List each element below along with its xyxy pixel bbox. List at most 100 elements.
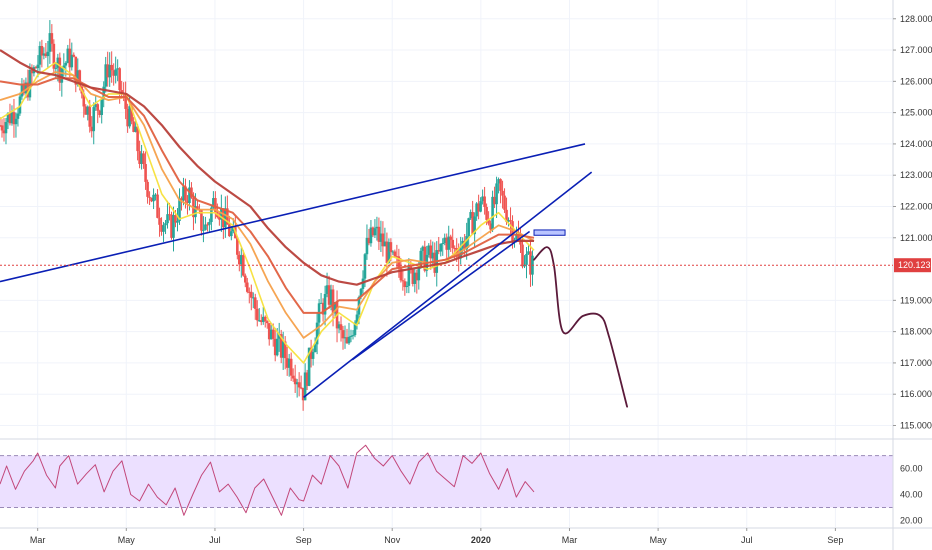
- candle-body: [465, 236, 468, 250]
- candle-body: [242, 255, 245, 276]
- forecast-path: [533, 246, 628, 408]
- rsi-line: [0, 444, 535, 516]
- candle-body: [86, 106, 90, 115]
- candle-body: [267, 323, 271, 340]
- candle-body: [429, 245, 433, 259]
- candle-body: [34, 67, 38, 69]
- candle-body: [295, 382, 299, 385]
- candle-body: [443, 237, 447, 244]
- candle-body: [30, 70, 34, 74]
- time-tick-label: May: [118, 535, 136, 545]
- candle-body: [265, 321, 269, 324]
- candle-body: [503, 195, 506, 210]
- candle-body: [42, 53, 46, 56]
- time-tick-label: Mar: [562, 535, 578, 545]
- candle-body: [253, 297, 257, 309]
- candle-body: [463, 240, 466, 250]
- candle-body: [309, 347, 313, 359]
- candle-body: [249, 291, 253, 298]
- candle-body: [188, 187, 191, 203]
- candle-body: [224, 208, 227, 228]
- candle-body: [236, 238, 239, 255]
- price-tick-label: 124.000: [900, 139, 932, 149]
- candle-body: [399, 268, 403, 281]
- time-tick-label: May: [650, 535, 668, 545]
- price-tick-label: 116.000: [900, 389, 932, 399]
- price-tick-label: 122.000: [900, 201, 932, 211]
- rsi-tick-label: 20.00: [900, 516, 923, 526]
- candle-body: [194, 206, 197, 218]
- highlight-box: [533, 229, 566, 236]
- candle-body: [118, 68, 121, 91]
- candle-body: [40, 46, 44, 56]
- candle-body: [68, 48, 72, 68]
- forecast: [533, 246, 628, 408]
- candle-body: [273, 338, 277, 356]
- candle-body: [321, 302, 325, 315]
- candle-body: [487, 219, 490, 224]
- candle-body: [257, 320, 261, 322]
- candle-body: [529, 251, 532, 275]
- candle-body: [289, 358, 293, 376]
- candle-body: [110, 64, 113, 71]
- candle-body: [70, 54, 74, 68]
- candle-body: [263, 316, 267, 322]
- candle-body: [66, 48, 70, 63]
- candle-body: [38, 46, 42, 65]
- candle-body: [8, 113, 12, 124]
- candle-body: [283, 341, 287, 359]
- candle-body: [210, 207, 213, 223]
- time-tick-label: Jul: [741, 535, 753, 545]
- candle-body: [495, 183, 498, 205]
- candle-body: [16, 113, 20, 119]
- candle-body: [120, 90, 123, 94]
- rsi-panel: [0, 444, 535, 516]
- candle-body: [54, 67, 58, 69]
- candle-body: [100, 99, 104, 115]
- candle-body: [214, 198, 217, 213]
- candle-body: [305, 372, 309, 386]
- candle-body: [445, 237, 449, 250]
- candle-body: [395, 256, 399, 258]
- candle-body: [269, 329, 273, 340]
- candle-body: [313, 344, 317, 353]
- candle-body: [44, 53, 48, 57]
- candle-body: [182, 186, 185, 201]
- time-tick-label: Mar: [30, 535, 46, 545]
- candle-body: [341, 330, 345, 339]
- candle-body: [353, 322, 357, 336]
- candle-body: [337, 324, 341, 329]
- candle-body: [106, 64, 109, 78]
- candle-body: [154, 194, 157, 196]
- candle-body: [259, 320, 263, 323]
- candle-body: [10, 112, 14, 124]
- candle-body: [190, 187, 193, 198]
- candle-body: [146, 181, 149, 197]
- candle-body: [315, 322, 319, 345]
- candle-body: [293, 378, 297, 385]
- ma-line-long: [0, 49, 534, 286]
- candle-body: [76, 70, 80, 85]
- candle-body: [142, 153, 145, 165]
- candle-body: [72, 54, 76, 57]
- candle-body: [471, 212, 474, 235]
- ma-line-fast: [0, 61, 535, 364]
- candle-body: [36, 64, 40, 69]
- price-tick-label: 126.000: [900, 76, 932, 86]
- candle-body: [156, 194, 159, 218]
- candle-body: [88, 106, 92, 127]
- candle-body: [134, 126, 137, 132]
- candles: [0, 20, 534, 411]
- candle-body: [525, 253, 528, 265]
- candle-body: [505, 209, 508, 222]
- candle-body: [48, 33, 52, 52]
- candle-body: [437, 250, 441, 252]
- candle-body: [90, 126, 94, 132]
- ma-line-mid: [0, 71, 535, 339]
- candle-body: [251, 297, 255, 299]
- candle-body: [385, 241, 389, 263]
- candle-body: [499, 179, 502, 191]
- candle-body: [0, 125, 2, 127]
